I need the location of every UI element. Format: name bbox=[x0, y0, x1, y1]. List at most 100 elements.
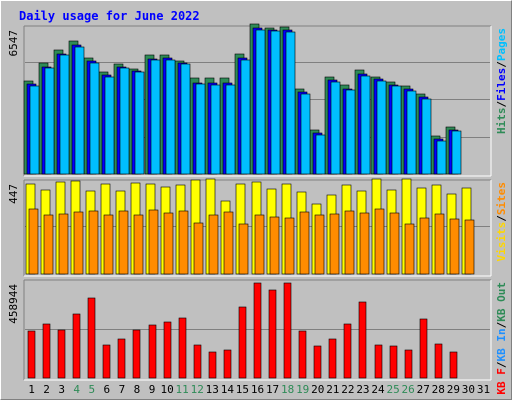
bar-hits-pages-day-22 bbox=[345, 89, 356, 175]
x-tick-label: 2 bbox=[43, 383, 50, 396]
bar-hits-pages-day-28 bbox=[436, 140, 447, 175]
x-tick-label: 27 bbox=[417, 383, 430, 396]
legend-entry: / bbox=[495, 215, 508, 222]
bar-kbytes-kb-f-day-9 bbox=[148, 324, 157, 379]
bar-kbytes-kb-f-day-25 bbox=[389, 345, 398, 379]
bar-hits-pages-day-13 bbox=[210, 84, 221, 175]
x-tick-label: 8 bbox=[134, 383, 141, 396]
x-tick-label: 22 bbox=[341, 383, 354, 396]
bar-hits-pages-day-5 bbox=[89, 62, 100, 175]
bar-hits-pages-day-11 bbox=[180, 63, 191, 175]
bar-visits-sites-day-16 bbox=[254, 214, 265, 275]
legend-entry: / bbox=[495, 61, 508, 68]
legend-entry: / bbox=[495, 321, 508, 328]
bar-visits-sites-day-13 bbox=[208, 214, 219, 275]
x-tick-label: 28 bbox=[432, 383, 445, 396]
bar-visits-sites-day-5 bbox=[88, 210, 99, 275]
x-tick-label: 25 bbox=[386, 383, 399, 396]
bar-kbytes-kb-f-day-27 bbox=[419, 318, 428, 379]
bar-visits-sites-day-6 bbox=[103, 214, 114, 275]
bar-hits-pages-day-20 bbox=[315, 134, 326, 175]
ymax-label-kbytes: 458944 bbox=[7, 284, 20, 324]
bar-kbytes-kb-f-day-22 bbox=[343, 323, 352, 379]
x-tick-label: 7 bbox=[119, 383, 126, 396]
bar-visits-sites-day-23 bbox=[359, 212, 370, 275]
bar-kbytes-kb-f-day-17 bbox=[268, 289, 277, 379]
bar-hits-pages-day-2 bbox=[44, 67, 55, 175]
x-tick-label: 16 bbox=[251, 383, 264, 396]
bar-kbytes-kb-f-day-3 bbox=[57, 329, 66, 379]
x-tick-label: 31 bbox=[477, 383, 490, 396]
bar-visits-sites-day-30 bbox=[464, 219, 475, 275]
bar-kbytes-kb-f-day-4 bbox=[72, 313, 81, 379]
x-tick-label: 10 bbox=[160, 383, 173, 396]
bar-visits-sites-day-21 bbox=[329, 213, 340, 275]
x-tick-label: 9 bbox=[149, 383, 156, 396]
bar-visits-sites-day-10 bbox=[163, 212, 174, 275]
bar-visits-sites-day-11 bbox=[178, 210, 189, 275]
legend-entry: / bbox=[495, 361, 508, 368]
bar-kbytes-kb-f-day-11 bbox=[178, 317, 187, 379]
bar-hits-pages-day-4 bbox=[74, 46, 85, 175]
bar-visits-sites-day-15 bbox=[238, 223, 249, 275]
bar-kbytes-kb-f-day-19 bbox=[298, 330, 307, 379]
legend-entry: Files bbox=[495, 68, 508, 101]
bar-kbytes-kb-f-day-5 bbox=[87, 297, 96, 379]
bar-hits-pages-day-1 bbox=[29, 85, 40, 175]
bar-hits-pages-day-29 bbox=[451, 130, 462, 175]
x-tick-label: 30 bbox=[462, 383, 475, 396]
legend-entry: / bbox=[495, 101, 508, 108]
x-tick-label: 21 bbox=[326, 383, 339, 396]
x-tick-label: 15 bbox=[236, 383, 249, 396]
bar-visits-sites-day-7 bbox=[118, 210, 129, 275]
bar-kbytes-kb-f-day-10 bbox=[163, 321, 172, 379]
ymax-label-visits: 447 bbox=[7, 184, 20, 204]
x-tick-label: 13 bbox=[206, 383, 219, 396]
bar-hits-pages-day-14 bbox=[225, 84, 236, 175]
bar-visits-sites-day-29 bbox=[449, 218, 460, 275]
bar-hits-pages-day-6 bbox=[104, 76, 115, 175]
legend-entry: KB In bbox=[495, 328, 508, 361]
bar-visits-sites-day-2 bbox=[43, 214, 54, 275]
x-tick-label: 20 bbox=[311, 383, 324, 396]
bar-kbytes-kb-f-day-13 bbox=[208, 351, 217, 379]
bar-visits-sites-day-3 bbox=[58, 213, 69, 275]
bar-hits-pages-day-8 bbox=[134, 71, 145, 175]
legend-entry: Sites bbox=[495, 182, 508, 215]
bar-visits-sites-day-17 bbox=[269, 216, 280, 275]
bar-kbytes-kb-f-day-1 bbox=[27, 330, 36, 379]
x-tick-label: 14 bbox=[221, 383, 235, 396]
bar-visits-sites-day-12 bbox=[193, 222, 204, 275]
bar-visits-sites-day-20 bbox=[314, 214, 325, 275]
bar-hits-pages-day-18 bbox=[285, 31, 296, 175]
x-tick-label: 26 bbox=[402, 383, 415, 396]
bar-kbytes-kb-f-day-24 bbox=[374, 344, 383, 379]
x-tick-label: 24 bbox=[371, 383, 385, 396]
bar-hits-pages-day-10 bbox=[165, 59, 176, 175]
bar-kbytes-kb-f-day-23 bbox=[358, 301, 367, 379]
bar-kbytes-kb-f-day-18 bbox=[283, 282, 292, 379]
bar-kbytes-kb-f-day-26 bbox=[404, 349, 413, 379]
ymax-label-hits: 6547 bbox=[7, 30, 20, 57]
bar-hits-pages-day-12 bbox=[195, 83, 206, 175]
bar-hits-pages-day-23 bbox=[360, 75, 371, 175]
x-tick-label: 17 bbox=[266, 383, 279, 396]
x-tick-label: 11 bbox=[176, 383, 189, 396]
bar-kbytes-kb-f-day-16 bbox=[253, 282, 262, 379]
x-tick-label: 6 bbox=[104, 383, 111, 396]
bar-visits-sites-day-4 bbox=[73, 211, 84, 275]
bar-hits-pages-day-24 bbox=[376, 80, 387, 175]
bar-visits-sites-day-14 bbox=[223, 211, 234, 275]
x-tick-label: 19 bbox=[296, 383, 309, 396]
bar-kbytes-kb-f-day-21 bbox=[328, 338, 337, 379]
bar-hits-pages-day-7 bbox=[119, 67, 130, 175]
bar-visits-sites-day-22 bbox=[344, 210, 355, 275]
chart-title: Daily usage for June 2022 bbox=[19, 9, 200, 23]
bar-kbytes-kb-f-day-12 bbox=[193, 344, 202, 379]
x-tick-label: 18 bbox=[281, 383, 294, 396]
x-tick-label: 4 bbox=[73, 383, 80, 396]
bar-hits-pages-day-16 bbox=[255, 29, 266, 175]
x-tick-label: 3 bbox=[58, 383, 65, 396]
bar-hits-pages-day-3 bbox=[59, 54, 70, 175]
legend-entry: Visits bbox=[495, 222, 508, 262]
